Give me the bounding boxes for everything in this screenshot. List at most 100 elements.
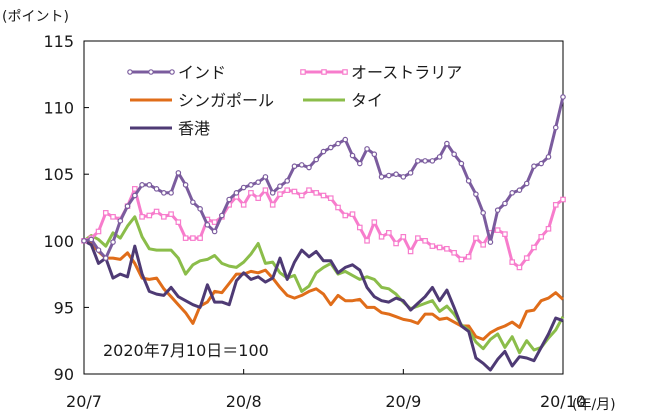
data-point xyxy=(110,239,116,245)
data-point xyxy=(102,255,109,261)
data-point xyxy=(306,164,312,171)
data-point xyxy=(342,212,349,219)
data-point xyxy=(327,144,334,151)
data-point xyxy=(269,190,276,196)
data-point xyxy=(284,187,291,193)
data-point xyxy=(262,174,269,180)
data-point xyxy=(320,192,327,199)
series-group xyxy=(83,239,564,372)
data-point xyxy=(117,218,124,224)
data-point xyxy=(407,248,414,255)
data-point xyxy=(139,214,145,220)
data-point xyxy=(81,238,87,244)
data-point xyxy=(523,180,530,187)
annotation-base-date: 2020年7月10日＝100 xyxy=(103,341,269,360)
data-point xyxy=(494,227,501,233)
x-tick-label: 20/9 xyxy=(385,392,421,411)
y-tick-label: 115 xyxy=(43,32,74,51)
data-point xyxy=(161,190,167,196)
data-point xyxy=(153,208,160,215)
data-point xyxy=(386,172,392,179)
data-point xyxy=(451,249,457,256)
data-point xyxy=(523,255,530,261)
data-point xyxy=(132,186,138,192)
data-point xyxy=(371,219,378,225)
data-point xyxy=(393,171,399,178)
data-point xyxy=(509,259,515,265)
data-point xyxy=(146,182,153,188)
data-point xyxy=(161,214,167,220)
data-point xyxy=(458,256,465,263)
data-point xyxy=(320,148,327,155)
data-point xyxy=(516,187,523,193)
data-point xyxy=(516,264,523,271)
data-point xyxy=(422,238,428,244)
y-tick-label: 105 xyxy=(43,165,74,184)
data-point xyxy=(190,235,196,241)
legend-item: シンガポール xyxy=(130,91,274,110)
data-point xyxy=(531,163,537,170)
data-point xyxy=(436,154,443,160)
data-point xyxy=(480,210,486,216)
data-point xyxy=(349,211,356,217)
data-point xyxy=(175,219,182,225)
data-point xyxy=(509,190,515,196)
data-point xyxy=(415,158,421,164)
data-point xyxy=(298,192,305,199)
data-point xyxy=(444,140,450,147)
data-point xyxy=(197,235,203,241)
data-point xyxy=(204,222,211,228)
data-point xyxy=(364,238,370,244)
data-point xyxy=(436,244,443,251)
data-point xyxy=(342,136,349,143)
data-point xyxy=(110,214,116,220)
data-point xyxy=(538,160,545,167)
legend-swatch-marker xyxy=(127,69,133,75)
data-point xyxy=(124,203,131,209)
series-group xyxy=(81,186,566,271)
data-point xyxy=(560,196,566,203)
data-point xyxy=(291,188,298,195)
data-point xyxy=(356,224,363,231)
legend-swatch-marker xyxy=(300,69,306,75)
y-tick-label: 95 xyxy=(54,298,74,317)
data-point xyxy=(248,190,254,196)
data-point xyxy=(422,158,428,164)
series-group xyxy=(83,215,565,355)
data-point xyxy=(552,124,559,131)
plot-area-frame xyxy=(83,40,564,375)
data-point xyxy=(211,219,218,225)
series-line xyxy=(83,239,565,341)
data-point xyxy=(226,196,232,203)
data-point xyxy=(552,202,559,208)
data-point xyxy=(233,190,240,196)
data-point xyxy=(88,236,95,243)
x-axis: 20/7 20/8 20/9 20/10 xyxy=(66,369,586,411)
data-point xyxy=(182,182,189,188)
y-tick-label: 110 xyxy=(43,99,74,118)
legend-swatch-marker xyxy=(148,69,154,75)
data-point xyxy=(298,162,305,168)
data-point xyxy=(444,245,450,252)
data-point xyxy=(255,179,261,185)
y-unit-label: (ポイント) xyxy=(2,9,69,25)
data-point xyxy=(473,191,479,197)
data-point xyxy=(277,183,283,189)
data-point xyxy=(465,178,472,184)
data-point xyxy=(371,151,378,158)
data-point xyxy=(502,200,508,207)
y-tick-label: 90 xyxy=(54,365,74,384)
data-point xyxy=(211,228,218,235)
legend-label: タイ xyxy=(351,91,383,110)
data-point xyxy=(386,230,392,236)
legend-swatch-marker xyxy=(321,69,327,75)
data-point xyxy=(531,244,537,251)
data-point xyxy=(190,199,196,205)
data-point xyxy=(327,195,334,201)
data-point xyxy=(262,187,269,193)
data-point xyxy=(400,174,407,180)
x-unit-label: (年/月) xyxy=(572,397,616,413)
data-point xyxy=(168,211,174,217)
data-point xyxy=(95,247,102,253)
